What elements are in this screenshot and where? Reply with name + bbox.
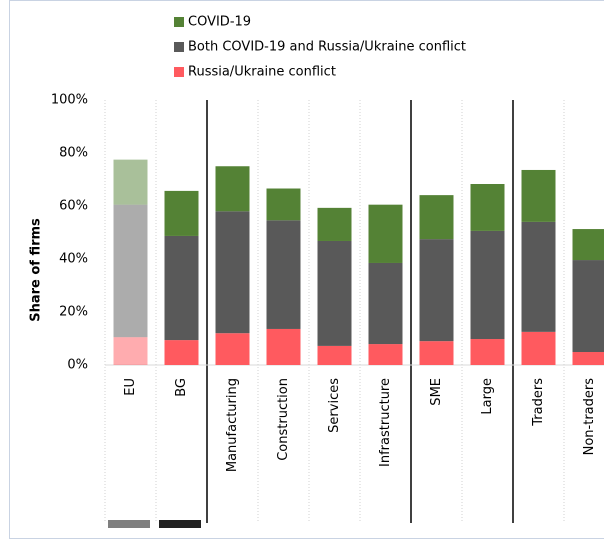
bar-segment — [317, 345, 352, 365]
bar-segment — [521, 221, 556, 332]
legend-swatch — [174, 17, 184, 27]
bar-segment — [419, 195, 454, 240]
legend-swatch — [174, 42, 184, 52]
bar-segment — [215, 211, 250, 334]
bar-segment — [113, 337, 148, 365]
x-tick-label: Manufacturing — [225, 378, 240, 472]
bar-segment — [521, 169, 556, 222]
y-tick-label: 80% — [59, 146, 88, 161]
bar-segment — [572, 229, 604, 261]
bar-segment — [266, 188, 301, 221]
y-tick-label: 0% — [67, 358, 88, 373]
y-tick-label: 20% — [59, 305, 88, 320]
bar-segment — [164, 190, 199, 236]
bar-segment — [521, 331, 556, 365]
bar-segment — [164, 235, 199, 341]
bar-segment — [215, 166, 250, 212]
bar-segment — [266, 328, 301, 365]
bar-segment — [470, 339, 505, 365]
bar-segment — [572, 352, 604, 365]
bar-segment — [113, 204, 148, 338]
bar-segment — [317, 207, 352, 241]
x-tick-label: EU — [123, 378, 138, 396]
y-axis-label: Share of firms — [29, 218, 44, 322]
group-marker — [108, 520, 150, 528]
x-tick-label: SME — [429, 378, 444, 406]
group-marker — [159, 520, 201, 528]
x-tick-label: Non-traders — [582, 378, 597, 456]
x-tick-label: Large — [480, 378, 495, 415]
bar-segment — [368, 344, 403, 365]
y-tick-label: 40% — [59, 252, 88, 267]
bar-segment — [368, 204, 403, 263]
x-tick-label: Construction — [276, 378, 291, 461]
bar-segment — [419, 341, 454, 365]
bar-segment — [419, 239, 454, 342]
x-tick-label: Services — [327, 378, 342, 433]
y-tick-label: 100% — [51, 93, 88, 108]
x-tick-label: Traders — [531, 378, 546, 427]
legend-label: Both COVID-19 and Russia/Ukraine conflic… — [188, 40, 466, 55]
bar-segment — [368, 262, 403, 345]
bar-segment — [266, 220, 301, 329]
legend-label: Russia/Ukraine conflict — [188, 65, 336, 80]
bar-segment — [113, 159, 148, 205]
bar-segment — [164, 340, 199, 365]
x-tick-label: Infrastructure — [378, 378, 393, 467]
legend-swatch — [174, 67, 184, 77]
frame — [9, 0, 604, 539]
y-tick-label: 60% — [59, 199, 88, 214]
bar-segment — [470, 184, 505, 231]
bar-segment — [470, 230, 505, 340]
bar-segment — [317, 240, 352, 346]
x-tick-label: BG — [174, 378, 189, 397]
legend-label: COVID-19 — [188, 15, 251, 30]
bar-segment — [215, 333, 250, 365]
bar-segment — [572, 260, 604, 353]
